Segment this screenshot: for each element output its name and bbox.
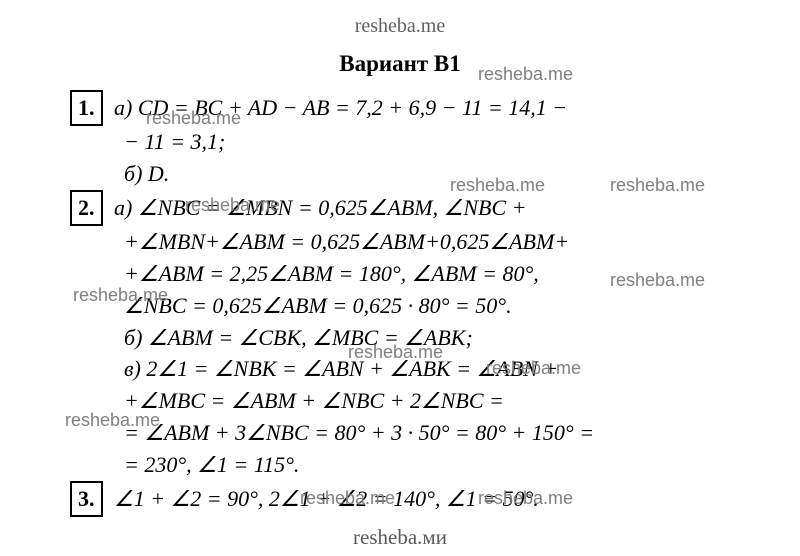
p1-a-cont: − 11 = 3,1;	[70, 126, 730, 158]
p2-c1: в) 2∠1 = ∠NBK = ∠ABN + ∠ABK = ∠ABN +	[70, 353, 730, 385]
problem-1-a: 1. а) CD = BC + AD − AB = 7,2 + 6,9 − 11…	[70, 90, 730, 126]
p2-a4: ∠NBC = 0,625∠ABM = 0,625 · 80° = 50°.	[70, 290, 730, 322]
p1-a-text: а) CD = BC + AD − AB = 7,2 + 6,9 − 11 = …	[114, 95, 567, 120]
problem-2-a1: 2. а) ∠NBC = ∠MBN = 0,625∠ABM, ∠NBC +	[70, 190, 730, 226]
document-content: resheba.me Вариант В1 1. а) CD = BC + AD…	[0, 0, 800, 529]
p2-c4: = 230°, ∠1 = 115°.	[70, 449, 730, 481]
p2-b: б) ∠ABM = ∠CBK, ∠MBC = ∠ABK;	[70, 322, 730, 354]
p1-b: б) D.	[70, 158, 730, 190]
p2-a2: +∠MBN+∠ABM = 0,625∠ABM+0,625∠ABM+	[70, 226, 730, 258]
p3-text: ∠1 + ∠2 = 90°, 2∠1 + ∠2 = 140°, ∠1 = 50°…	[114, 486, 539, 511]
problem-3: 3. ∠1 + ∠2 = 90°, 2∠1 + ∠2 = 140°, ∠1 = …	[70, 481, 730, 517]
site-header: resheba.me	[70, 12, 730, 41]
p2-a3: +∠ABM = 2,25∠ABM = 180°, ∠ABM = 80°,	[70, 258, 730, 290]
problem-number-2: 2.	[70, 190, 103, 226]
site-footer: resheba.ми	[0, 525, 800, 550]
variant-title: Вариант В1	[70, 47, 730, 80]
p2-c3: = ∠ABM + 3∠NBC = 80° + 3 · 50° = 80° + 1…	[70, 417, 730, 449]
p2-c2: +∠MBC = ∠ABM + ∠NBC + 2∠NBC =	[70, 385, 730, 417]
p2-a1-text: а) ∠NBC = ∠MBN = 0,625∠ABM, ∠NBC +	[114, 195, 526, 220]
problem-number-3: 3.	[70, 481, 103, 517]
problem-number-1: 1.	[70, 90, 103, 126]
